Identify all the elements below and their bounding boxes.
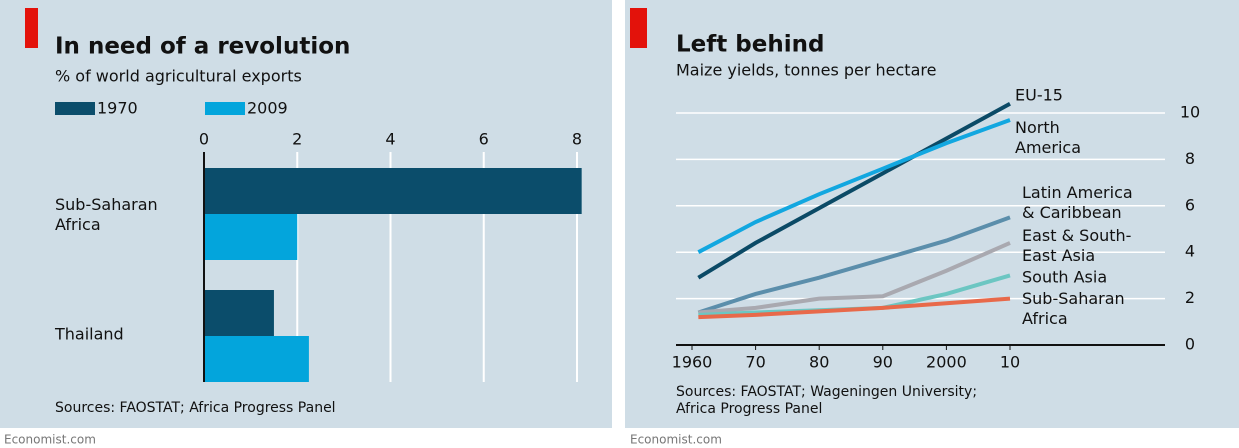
legend-swatch (205, 102, 245, 115)
source: Sources: FAOSTAT; Wageningen University;… (676, 384, 977, 417)
line (698, 296, 1011, 320)
series-label: South Asia (1022, 268, 1107, 287)
line (697, 215, 1011, 315)
y-tick-label: 10 (1180, 103, 1200, 122)
x-tick-label: 4 (385, 130, 395, 149)
x-tick-label: 80 (809, 353, 829, 372)
legend-label: 1970 (97, 99, 138, 118)
x-tick-label: 2 (292, 130, 302, 149)
category-label: Sub-Saharan Africa (55, 195, 158, 234)
line (697, 118, 1011, 254)
subtitle: Maize yields, tonnes per hectare (676, 61, 936, 80)
y-tick-label: 0 (1185, 335, 1195, 354)
source: Sources: FAOSTAT; Africa Progress Panel (55, 400, 336, 416)
series-label: East & South-East Asia (1022, 226, 1131, 265)
chart-title: Left behind (676, 32, 824, 58)
bar (204, 290, 274, 336)
y-tick-label: 4 (1185, 242, 1195, 261)
x-tick-label: 0 (199, 130, 209, 149)
legend-swatch (55, 102, 95, 115)
subtitle: % of world agricultural exports (55, 67, 302, 86)
x-tick-label: 2000 (926, 353, 967, 372)
y-tick-label: 6 (1185, 195, 1195, 214)
x-tick-label: 8 (572, 130, 582, 149)
chart-title: In need of a revolution (55, 34, 350, 60)
series-label: Latin America & Caribbean (1022, 183, 1133, 222)
line (698, 241, 1011, 315)
x-tick-label: 10 (1000, 353, 1020, 372)
series-label: Sub-Saharan Africa (1022, 289, 1125, 328)
x-tick-label: 70 (745, 353, 765, 372)
red-tab (25, 8, 38, 48)
footer: Economist.com (4, 433, 96, 447)
bar (204, 214, 298, 260)
footer: Economist.com (630, 433, 722, 447)
y-tick-label: 2 (1185, 288, 1195, 307)
bar (204, 336, 309, 382)
x-tick-label: 1960 (672, 353, 713, 372)
red-tab (630, 8, 647, 48)
y-tick-label: 8 (1185, 149, 1195, 168)
x-tick-label: 6 (479, 130, 489, 149)
series-label: EU-15 (1015, 86, 1063, 105)
legend-label: 2009 (247, 99, 288, 118)
series-label: North America (1015, 118, 1081, 157)
x-tick-label: 90 (873, 353, 893, 372)
line (697, 101, 1011, 280)
panel (625, 0, 1239, 428)
bar (204, 168, 582, 214)
category-label: Thailand (54, 325, 124, 344)
